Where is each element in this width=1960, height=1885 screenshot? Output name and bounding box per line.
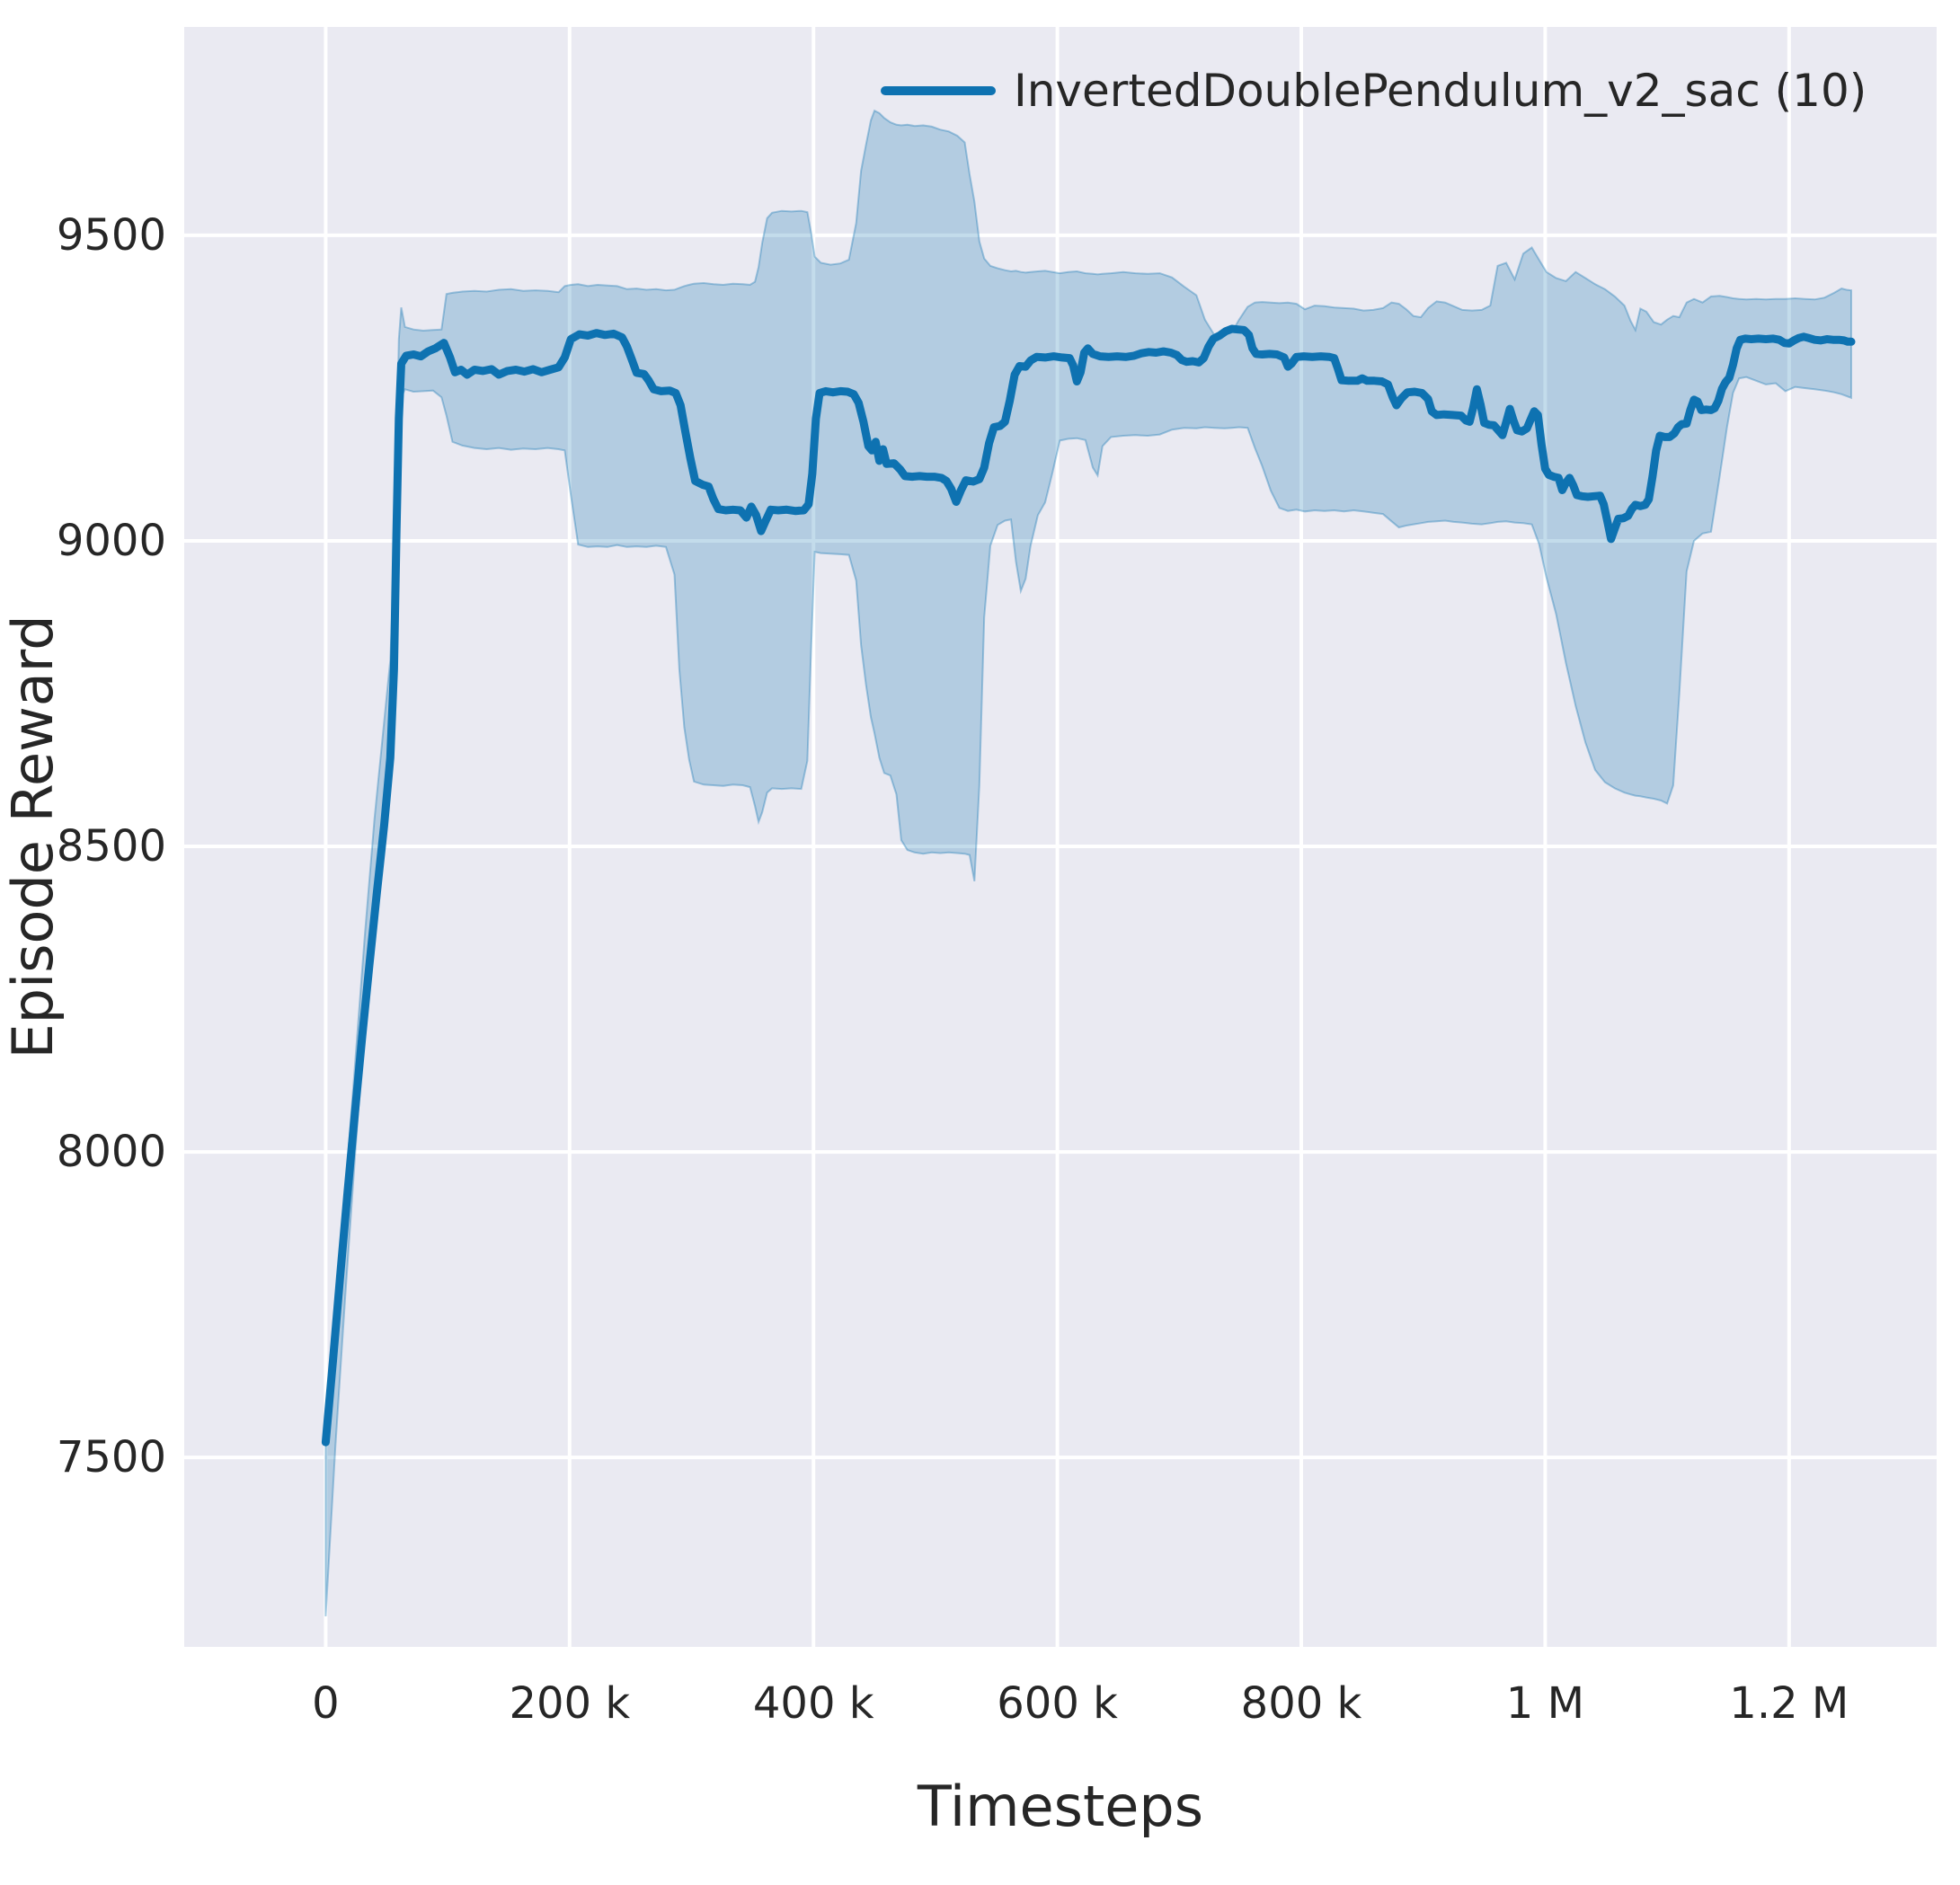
- y-tick-label: 7500: [57, 1432, 166, 1482]
- plot-area: [184, 27, 1937, 1647]
- x-tick-label: 1 M: [1506, 1678, 1584, 1729]
- x-tick-label: 200 k: [509, 1678, 630, 1729]
- legend-label: InvertedDoublePendulum_v2_sac (10): [1014, 65, 1867, 117]
- x-tick-label: 600 k: [997, 1678, 1118, 1729]
- y-tick-label: 8500: [57, 821, 166, 872]
- x-tick-label: 400 k: [753, 1678, 874, 1729]
- y-tick-label: 9000: [57, 516, 166, 566]
- x-tick-label: 800 k: [1241, 1678, 1362, 1729]
- x-axis-label: Timesteps: [917, 1774, 1203, 1839]
- mean-reward-line: [321, 324, 1856, 1447]
- y-axis-label: Episode Reward: [0, 615, 66, 1058]
- y-tick-label: 9500: [57, 210, 166, 261]
- x-tick-label: 0: [312, 1678, 340, 1729]
- x-tick-label: 1.2 M: [1729, 1678, 1849, 1729]
- y-tick-label: 8000: [57, 1127, 166, 1177]
